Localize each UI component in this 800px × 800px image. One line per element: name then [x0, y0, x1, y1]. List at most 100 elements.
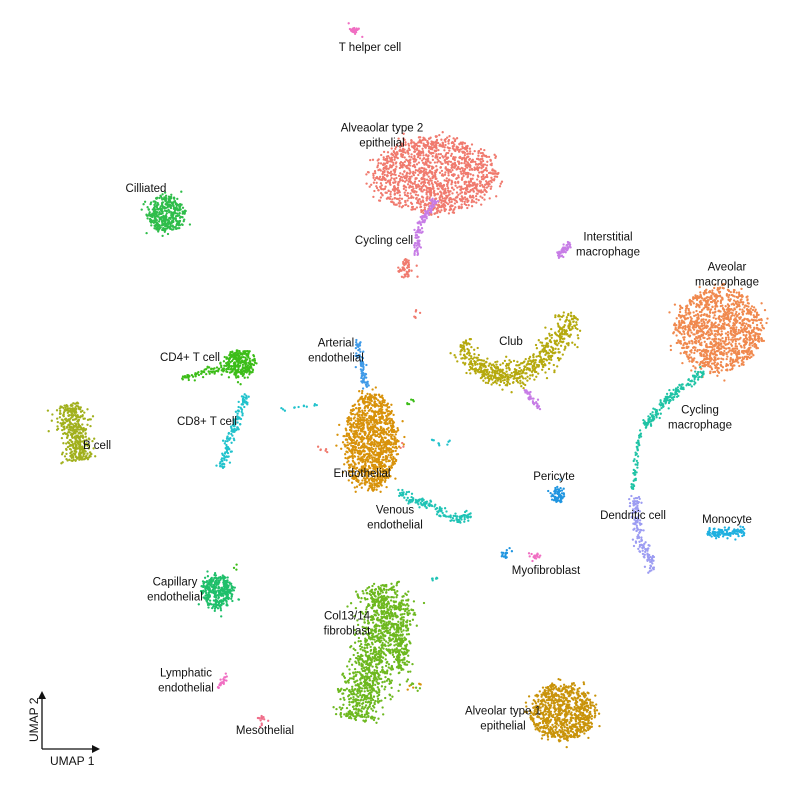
cell-point: [404, 151, 407, 154]
cell-point: [447, 174, 450, 177]
cell-point: [487, 155, 491, 159]
cell-point: [544, 371, 547, 374]
cell-point: [167, 208, 170, 212]
cell-point: [713, 314, 716, 317]
cell-point: [729, 360, 732, 363]
cell-point: [142, 203, 145, 206]
cell-point: [426, 181, 430, 184]
cell-point: [421, 147, 424, 150]
cell-point: [434, 145, 437, 148]
cell-point: [536, 365, 539, 368]
cell-point: [473, 367, 477, 371]
cell-point: [514, 368, 517, 372]
cell-point: [729, 358, 732, 361]
cell-point: [245, 397, 248, 400]
cell-point: [481, 359, 484, 362]
cell-point: [705, 363, 708, 367]
cell-point: [713, 300, 716, 303]
cell-point: [197, 373, 201, 377]
cell-point: [434, 135, 438, 139]
cell-point: [450, 200, 453, 204]
cell-point: [447, 142, 450, 145]
cell-point: [454, 180, 457, 184]
cell-point: [401, 179, 404, 182]
cell-point: [435, 184, 439, 188]
cell-point: [401, 166, 404, 169]
cell-point: [65, 442, 68, 445]
cell-point: [393, 158, 396, 161]
cell-point: [750, 318, 754, 321]
cell-point: [468, 168, 471, 172]
cell-point: [459, 156, 462, 160]
cell-point: [432, 186, 435, 190]
cell-point: [401, 144, 404, 147]
cell-point: [739, 336, 742, 340]
cell-point: [539, 356, 542, 359]
cell-point: [148, 218, 152, 221]
cell-point: [494, 175, 497, 178]
cell-point: [448, 201, 451, 204]
cell-point: [225, 445, 228, 448]
cell-point: [556, 365, 559, 368]
cell-point: [709, 333, 712, 336]
cell-point: [527, 396, 530, 400]
cell-point: [421, 161, 425, 165]
cell-point: [470, 345, 473, 349]
cell-point: [158, 216, 161, 219]
cell-point: [158, 196, 161, 200]
cell-point: [355, 341, 358, 344]
cell-point: [459, 345, 462, 348]
cell-point: [472, 184, 475, 187]
cell-point: [227, 359, 231, 363]
cell-point: [69, 433, 73, 436]
cell-point: [700, 343, 703, 347]
cell-point: [570, 318, 574, 321]
cell-point: [693, 351, 696, 355]
cell-point: [63, 404, 66, 407]
cell-point: [687, 332, 690, 336]
cell-point: [698, 348, 701, 352]
cell-point: [714, 366, 717, 370]
cell-point: [406, 149, 409, 153]
cell-point: [457, 206, 461, 210]
cell-point: [58, 412, 62, 416]
cell-point: [704, 318, 708, 321]
cluster-cycling-cell: [413, 197, 440, 257]
cell-point: [474, 194, 478, 198]
cell-point: [396, 152, 399, 155]
cell-point: [469, 150, 472, 153]
cell-point: [494, 360, 497, 364]
cell-point: [63, 455, 67, 458]
cell-point: [753, 316, 756, 319]
cell-point: [72, 445, 75, 449]
cell-point: [751, 321, 755, 325]
cell-point: [491, 169, 495, 172]
cell-point: [443, 149, 446, 152]
cell-point: [730, 293, 734, 297]
cell-point: [215, 366, 219, 369]
cell-point: [205, 372, 208, 376]
cell-point: [154, 197, 158, 200]
cell-point: [434, 170, 438, 174]
cell-point: [568, 319, 571, 322]
cell-point: [734, 334, 737, 337]
cell-point: [415, 142, 418, 146]
cell-point: [377, 162, 380, 165]
cell-point: [423, 209, 427, 213]
cell-point: [535, 375, 538, 378]
cell-point: [738, 294, 741, 298]
cell-point: [733, 295, 736, 298]
cell-point: [411, 205, 415, 209]
cell-point: [149, 220, 152, 223]
cell-point: [451, 192, 454, 195]
cell-point: [754, 319, 757, 322]
cell-point: [449, 170, 453, 174]
cell-point: [460, 203, 463, 206]
cell-point: [678, 304, 682, 307]
cell-point: [469, 189, 472, 192]
cell-point: [691, 340, 694, 343]
cell-point: [357, 27, 360, 30]
cell-point: [685, 313, 688, 316]
cell-point: [723, 313, 727, 316]
cell-point: [721, 322, 725, 326]
